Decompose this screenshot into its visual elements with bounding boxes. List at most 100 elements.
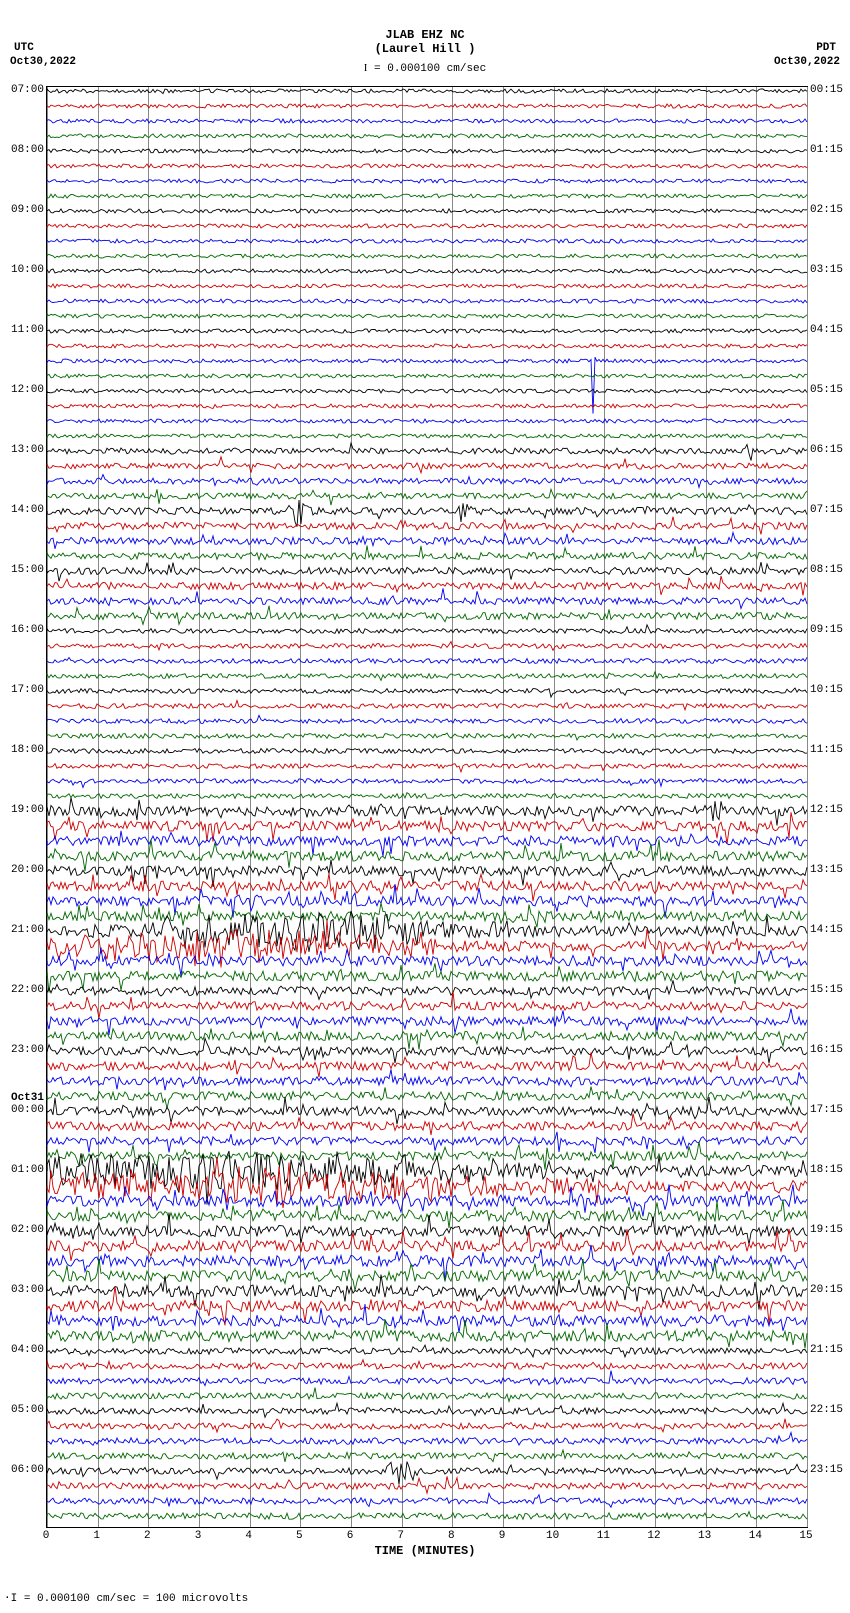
x-axis-title: TIME (MINUTES) xyxy=(0,1544,850,1558)
x-tick-label: 11 xyxy=(597,1530,610,1542)
seismic-trace xyxy=(47,475,807,488)
seismic-trace xyxy=(47,1388,807,1402)
seismic-trace xyxy=(47,920,807,968)
seismic-trace xyxy=(47,588,807,608)
pdt-hour-label: 02:15 xyxy=(810,204,843,216)
utc-hour-label: 09:00 xyxy=(11,204,44,216)
seismic-trace xyxy=(47,991,807,1018)
pdt-hour-label: 10:15 xyxy=(810,684,843,696)
seismic-trace xyxy=(47,104,807,108)
x-tick-label: 4 xyxy=(245,1530,252,1542)
seismic-trace xyxy=(47,299,807,303)
pdt-hour-label: 21:15 xyxy=(810,1344,843,1356)
seismic-trace xyxy=(47,443,807,460)
x-tick-label: 3 xyxy=(195,1530,202,1542)
seismic-trace xyxy=(47,1319,807,1348)
pdt-hour-label: 20:15 xyxy=(810,1284,843,1296)
seismic-trace xyxy=(47,749,807,755)
date-left: Oct30,2022 xyxy=(10,56,76,68)
utc-hour-label: 10:00 xyxy=(11,264,44,276)
seismic-trace xyxy=(47,1403,807,1417)
seismic-trace xyxy=(47,1142,807,1170)
pdt-hour-label: 22:15 xyxy=(810,1404,843,1416)
seismic-trace xyxy=(47,1419,807,1432)
x-tick-label: 0 xyxy=(43,1530,50,1542)
footer-scale: ⋅I = 0.000100 cm/sec = 100 microvolts xyxy=(4,1591,248,1605)
utc-hour-label: 15:00 xyxy=(11,564,44,576)
pdt-hour-label: 14:15 xyxy=(810,924,843,936)
utc-hour-label: 08:00 xyxy=(11,144,44,156)
timezone-left: UTC xyxy=(14,42,34,54)
seismic-trace xyxy=(47,1213,807,1245)
seismic-trace xyxy=(47,344,807,349)
seismic-trace xyxy=(47,500,807,527)
pdt-hour-label: 15:15 xyxy=(810,984,843,996)
x-tick-label: 5 xyxy=(296,1530,303,1542)
pdt-hour-label: 03:15 xyxy=(810,264,843,276)
seismic-trace xyxy=(47,194,807,198)
utc-hour-label: 21:00 xyxy=(11,924,44,936)
seismic-trace xyxy=(47,1027,807,1050)
station-title: JLAB EHZ NC xyxy=(0,28,850,42)
utc-hour-label: 20:00 xyxy=(11,864,44,876)
pdt-hour-label: 11:15 xyxy=(810,744,843,756)
utc-hour-label: 00:00 xyxy=(11,1104,44,1116)
seismic-trace xyxy=(47,404,807,409)
utc-hour-label: 23:00 xyxy=(11,1044,44,1056)
pdt-hour-label: 13:15 xyxy=(810,864,843,876)
seismic-trace xyxy=(47,874,807,902)
seismic-trace xyxy=(47,1114,807,1135)
seismic-trace xyxy=(47,1038,807,1063)
seismic-trace xyxy=(47,793,807,799)
seismic-trace xyxy=(47,1462,807,1485)
seismic-trace xyxy=(47,1070,807,1091)
utc-hour-label: 01:00 xyxy=(11,1164,44,1176)
seismic-trace xyxy=(47,389,807,393)
seismic-trace xyxy=(47,1476,807,1493)
seismic-trace xyxy=(47,239,807,243)
x-tick-label: 9 xyxy=(499,1530,506,1542)
seismic-trace xyxy=(47,1360,807,1369)
utc-hour-label: 02:00 xyxy=(11,1224,44,1236)
pdt-hour-label: 23:15 xyxy=(810,1464,843,1476)
seismic-trace xyxy=(47,149,807,153)
seismic-trace xyxy=(47,1087,807,1109)
pdt-hour-label: 05:15 xyxy=(810,384,843,396)
x-tick-label: 10 xyxy=(546,1530,559,1542)
utc-hour-label: 19:00 xyxy=(11,804,44,816)
seismic-trace xyxy=(47,89,807,94)
utc-hour-label: 13:00 xyxy=(11,444,44,456)
pdt-hour-label: 12:15 xyxy=(810,804,843,816)
utc-hour-label: 05:00 xyxy=(11,1404,44,1416)
seismic-trace xyxy=(47,284,807,288)
x-tick-label: 6 xyxy=(347,1530,354,1542)
seismic-trace xyxy=(47,812,807,844)
utc-hour-label: 16:00 xyxy=(11,624,44,636)
seismic-trace xyxy=(47,517,807,535)
timezone-right: PDT xyxy=(816,42,836,54)
seismic-trace xyxy=(47,1493,807,1507)
seismic-trace xyxy=(47,1433,807,1446)
date-right: Oct30,2022 xyxy=(774,56,840,68)
x-tick-label: 2 xyxy=(144,1530,151,1542)
pdt-hour-label: 09:15 xyxy=(810,624,843,636)
station-location: (Laurel Hill ) xyxy=(0,42,850,56)
seismic-trace xyxy=(47,119,807,123)
seismic-trace xyxy=(47,269,807,273)
pdt-hour-label: 07:15 xyxy=(810,504,843,516)
utc-hour-label: 04:00 xyxy=(11,1344,44,1356)
pdt-hour-label: 04:15 xyxy=(810,324,843,336)
seismic-trace xyxy=(47,733,807,740)
seismic-trace xyxy=(47,642,807,651)
seismic-trace xyxy=(47,911,807,952)
scale-indicator: I = 0.000100 cm/sec xyxy=(0,62,850,75)
seismic-trace xyxy=(47,164,807,168)
seismic-trace xyxy=(47,764,807,772)
seismic-trace xyxy=(47,1132,807,1153)
seismic-trace xyxy=(47,1345,807,1357)
pdt-hour-label: 16:15 xyxy=(810,1044,843,1056)
seismic-trace xyxy=(47,625,807,634)
helicorder-plot xyxy=(46,86,808,1528)
seismic-trace xyxy=(47,434,807,439)
x-tick-label: 14 xyxy=(749,1530,762,1542)
